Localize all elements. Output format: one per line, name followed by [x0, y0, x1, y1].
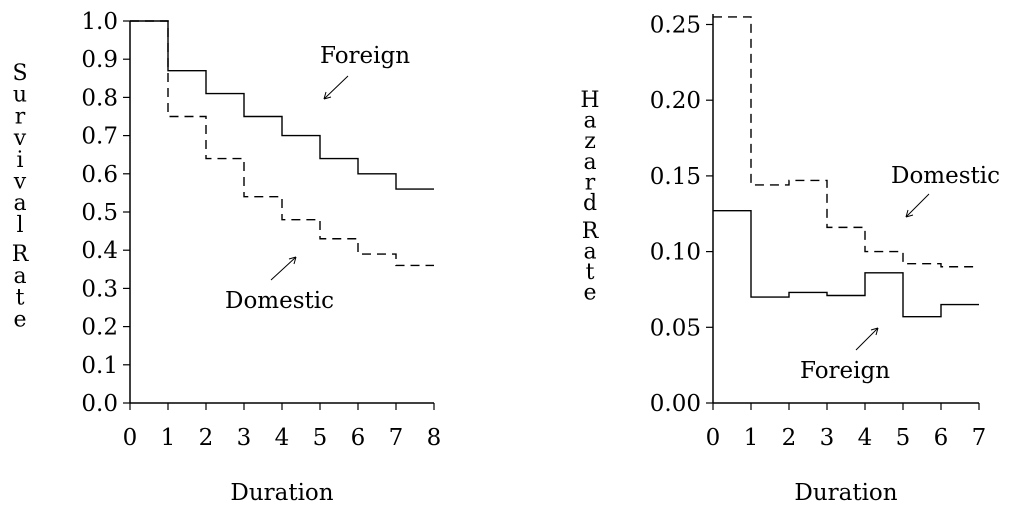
survival-y-axis-label-letter: i [16, 148, 23, 173]
survival-y-axis-label-letter: S [12, 61, 27, 86]
survival-y-tick-label: 0.3 [81, 276, 118, 302]
survival-annotation-domestic-arrow [270, 256, 297, 281]
survival-x-tick-label: 1 [161, 425, 176, 451]
hazard-series-foreign [713, 210, 979, 318]
survival-y-tick-label: 0.9 [81, 47, 118, 73]
hazard-x-tick-label: 4 [858, 425, 873, 451]
hazard-y-axis-label-letter: r [585, 170, 596, 195]
hazard-y-tick-label: 0.05 [650, 315, 701, 341]
hazard-y-axis-label-letter: a [583, 150, 596, 175]
hazard-y-ticks: 0.00 0.05 0.10 0.15 0.20 0.25 [650, 13, 713, 417]
hazard-series [713, 16, 979, 318]
hazard-y-tick-label: 0.25 [650, 13, 701, 39]
survival-y-axis-label-letter: l [16, 213, 23, 238]
hazard-y-axis-label-letter: d [583, 191, 597, 216]
survival-y-tick-label: 0.6 [81, 162, 118, 188]
hazard-series-domestic [713, 16, 979, 268]
hazard-x-tick-label: 3 [820, 425, 835, 451]
survival-x-tick-label: 3 [237, 425, 252, 451]
hazard-annotation-foreign-arrow [855, 327, 879, 351]
survival-y-axis-label-letter: a [13, 191, 26, 216]
hazard-y-axis-label-letter: t [586, 260, 595, 285]
hazard-y-axis-label-letter: a [583, 239, 596, 264]
survival-x-tick-label: 5 [313, 425, 328, 451]
hazard-x-tick-label: 6 [934, 425, 949, 451]
survival-y-tick-label: 0.4 [81, 238, 118, 264]
survival-y-axis-label-letter: r [15, 104, 26, 129]
survival-x-tick-label: 4 [275, 425, 290, 451]
hazard-y-axis-label-letter: z [584, 129, 596, 154]
survival-y-tick-label: 0.5 [81, 200, 118, 226]
survival-y-tick-label: 0.7 [81, 124, 118, 150]
survival-annotation-foreign: Foreign [320, 43, 410, 69]
survival-series-domestic [130, 20, 434, 267]
survival-x-tick-label: 7 [389, 425, 404, 451]
survival-x-axis-label: Duration [230, 480, 333, 506]
hazard-y-tick-label: 0.00 [650, 391, 701, 417]
survival-y-axis-label-letter: u [13, 83, 27, 108]
survival-y-axis-label-letter: R [12, 242, 30, 267]
hazard-annotation-foreign-arrowhead [870, 327, 879, 336]
survival-annotation-foreign-arrowhead [323, 91, 332, 100]
survival-annotation-domestic: Domestic [225, 288, 334, 314]
survival-y-tick-label: 0.0 [81, 391, 118, 417]
survival-x-tick-label: 0 [123, 425, 138, 451]
survival-y-ticks: 0.0 0.1 0.2 0.3 0.4 0.5 0.6 0.7 0.8 0.9 1.0 [81, 9, 130, 417]
hazard-annotation-foreign: Foreign [800, 358, 890, 384]
hazard-annotation-domestic-arrowhead [905, 209, 914, 218]
survival-y-axis-label-letter: e [13, 307, 26, 332]
hazard-x-tick-label: 5 [896, 425, 911, 451]
survival-y-tick-label: 1.0 [81, 9, 118, 35]
hazard-y-axis-label-letter: H [580, 88, 599, 113]
hazard-annotation-domestic: Domestic [891, 163, 1000, 189]
survival-x-tick-label: 2 [199, 425, 214, 451]
survival-x-tick-label: 6 [351, 425, 366, 451]
hazard-y-axis-label-letter: e [583, 281, 596, 306]
hazard-y-axis-label-letter: R [582, 219, 600, 244]
survival-x-tick-label: 8 [427, 425, 442, 451]
hazard-y-tick-label: 0.20 [650, 88, 701, 114]
survival-y-axis-label-letter: t [16, 286, 25, 311]
hazard-x-tick-label: 1 [744, 425, 759, 451]
survival-y-tick-label: 0.8 [81, 85, 118, 111]
hazard-x-axis-label: Duration [794, 480, 897, 506]
survival-y-axis-label-letter: v [13, 126, 27, 151]
survival-series-foreign [130, 20, 434, 190]
hazard-y-axis-label-letter: a [583, 109, 596, 134]
survival-y-axis-label-letter: v [13, 170, 27, 195]
hazard-y-tick-label: 0.15 [650, 164, 701, 190]
survival-y-tick-label: 0.2 [81, 315, 118, 341]
hazard-x-tick-label: 7 [972, 425, 987, 451]
hazard-annotation-domestic-arrow [905, 193, 930, 218]
survival-y-tick-label: 0.1 [81, 353, 118, 379]
hazard-x-tick-label: 2 [782, 425, 797, 451]
survival-y-axis-label-letter: a [13, 264, 26, 289]
hazard-x-tick-label: 0 [706, 425, 721, 451]
hazard-y-tick-label: 0.10 [650, 240, 701, 266]
survival-series [130, 20, 434, 267]
survival-annotation-foreign-arrow [323, 75, 349, 100]
survival-annotation-domestic-arrowhead [288, 256, 297, 265]
